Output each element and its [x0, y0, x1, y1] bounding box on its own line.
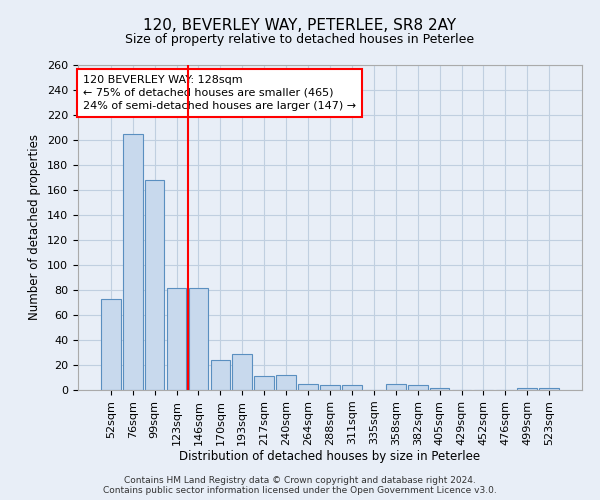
- Bar: [386, 384, 406, 390]
- Bar: [188, 288, 208, 390]
- Bar: [408, 385, 428, 390]
- Bar: [430, 388, 449, 390]
- Bar: [539, 388, 559, 390]
- Text: 120, BEVERLEY WAY, PETERLEE, SR8 2AY: 120, BEVERLEY WAY, PETERLEE, SR8 2AY: [143, 18, 457, 32]
- Bar: [342, 385, 362, 390]
- Bar: [167, 288, 187, 390]
- Bar: [298, 384, 318, 390]
- Bar: [276, 375, 296, 390]
- X-axis label: Distribution of detached houses by size in Peterlee: Distribution of detached houses by size …: [179, 450, 481, 464]
- Bar: [254, 376, 274, 390]
- Bar: [145, 180, 164, 390]
- Bar: [123, 134, 143, 390]
- Bar: [232, 354, 252, 390]
- Bar: [320, 385, 340, 390]
- Text: 120 BEVERLEY WAY: 128sqm
← 75% of detached houses are smaller (465)
24% of semi-: 120 BEVERLEY WAY: 128sqm ← 75% of detach…: [83, 74, 356, 111]
- Text: Size of property relative to detached houses in Peterlee: Size of property relative to detached ho…: [125, 32, 475, 46]
- Y-axis label: Number of detached properties: Number of detached properties: [28, 134, 41, 320]
- Bar: [101, 298, 121, 390]
- Bar: [517, 388, 537, 390]
- Bar: [211, 360, 230, 390]
- Text: Contains HM Land Registry data © Crown copyright and database right 2024.
Contai: Contains HM Land Registry data © Crown c…: [103, 476, 497, 495]
